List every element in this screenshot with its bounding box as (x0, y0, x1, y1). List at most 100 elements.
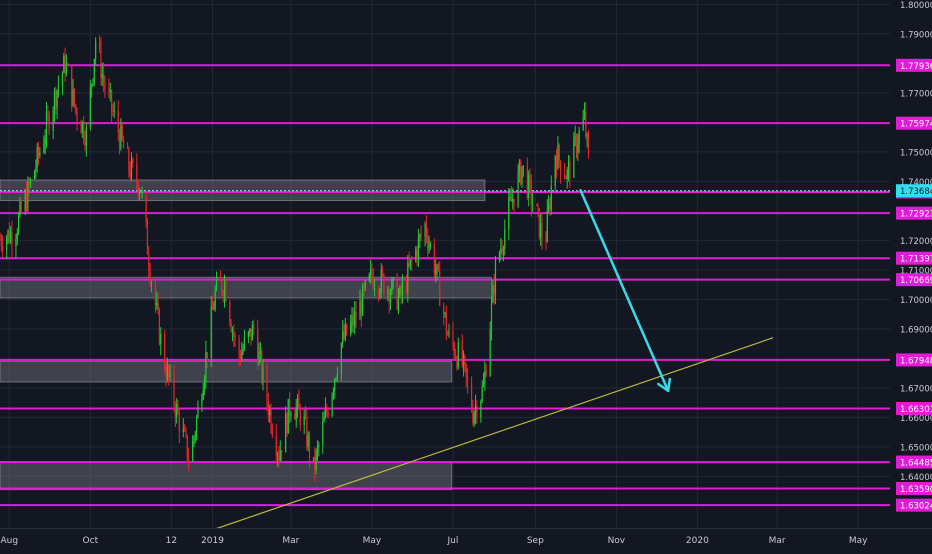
candle-body (140, 192, 142, 194)
candle-up (287, 398, 289, 434)
candle-down (165, 359, 167, 387)
price-axis[interactable]: 1.80000 1.79000 1.77000 1.75000 1.74000 1.720… (890, 0, 932, 550)
candle-body (351, 315, 353, 323)
candle-body (344, 324, 346, 339)
candle-up (474, 394, 477, 425)
candle-body (316, 446, 319, 452)
candle-up (182, 418, 184, 438)
candle-body (537, 205, 539, 209)
candle-body (492, 284, 494, 303)
candle-body (445, 312, 447, 334)
candle-body (100, 48, 102, 78)
candle-down (234, 332, 236, 347)
candle-body (504, 229, 506, 249)
candle-down (427, 228, 429, 260)
candle-body (37, 146, 40, 156)
time-tick-label: May (363, 536, 382, 546)
candle-up (473, 410, 475, 428)
candle-body (137, 182, 139, 195)
candle-body (36, 146, 38, 168)
candle-down (157, 293, 159, 315)
candle-body (526, 165, 528, 198)
candle-down (76, 107, 78, 131)
candle-body (573, 137, 575, 178)
candle-body (129, 169, 131, 177)
candle-down (238, 335, 240, 367)
candle-up (557, 135, 559, 170)
candle-down (464, 354, 466, 373)
candle-body (145, 191, 147, 223)
candle-body (370, 269, 372, 274)
candle-down (472, 399, 474, 426)
candle-body (538, 208, 540, 238)
time-tick-label: 12 (166, 536, 177, 546)
candle-body (8, 230, 10, 243)
candle-body (28, 181, 30, 186)
candle-body (489, 329, 491, 376)
candle-body (314, 457, 316, 471)
candle-body (389, 293, 392, 303)
time-axis[interactable]: Aug Oct 12 2019 Mar May Jul Sep Nov 2020 Mar May (0, 528, 932, 550)
candle-up (550, 175, 552, 216)
candle-up (577, 133, 579, 161)
candle-up (56, 89, 58, 120)
candle-down (174, 401, 176, 428)
candle-body (500, 248, 502, 254)
candle-down (569, 155, 571, 189)
candle-down (411, 255, 413, 272)
candle-body (399, 286, 401, 296)
candle-up (578, 127, 580, 154)
candle-body (222, 292, 224, 297)
candle-down (346, 323, 348, 336)
candle-up (214, 285, 216, 312)
candle-body (334, 379, 336, 391)
candle-up (192, 435, 194, 462)
candle-up (362, 282, 364, 317)
candle-down (381, 265, 384, 278)
candle-body (575, 136, 578, 153)
candle-body (392, 278, 394, 280)
candle-body (532, 204, 534, 206)
candle-up (210, 296, 212, 367)
candle-body (444, 312, 446, 315)
candle-up (203, 374, 206, 396)
candle-body (415, 249, 417, 261)
candle-up (277, 451, 279, 467)
candle-down (493, 274, 495, 306)
candle-down (37, 141, 40, 166)
candle-body (549, 203, 551, 210)
candle-up (138, 187, 141, 201)
candle-body (498, 253, 501, 261)
candle-down (206, 352, 208, 368)
candle-body (160, 334, 162, 345)
level-price-tag: 1.63590 (896, 481, 932, 495)
level-price-tag-bg (896, 251, 932, 265)
candle-body (44, 138, 46, 145)
level-price-tag: 1.72923 (896, 206, 932, 220)
candle-down (126, 142, 129, 150)
candle-body (214, 289, 216, 309)
candle-body (7, 230, 9, 239)
candle-up (354, 300, 356, 335)
candle-body (65, 64, 68, 74)
candle-body (61, 72, 64, 86)
candle-body (427, 237, 429, 249)
level-price-tag: 1.67948 (896, 353, 932, 367)
candle-body (231, 330, 234, 332)
level-price-tag-bg (896, 116, 932, 130)
candle-body (284, 414, 287, 453)
candle-body (194, 433, 196, 438)
candle-body (270, 408, 272, 430)
candle-down (286, 411, 288, 438)
candle-body (541, 223, 543, 241)
candle-down (470, 376, 473, 413)
candle-down (476, 400, 478, 424)
candle-down (99, 35, 101, 54)
candle-up (380, 263, 382, 298)
candle-body (377, 288, 380, 295)
candle-body (71, 65, 73, 106)
candle-body (453, 344, 455, 357)
candle-down (146, 218, 149, 255)
candle-body (91, 84, 93, 88)
candle-up (35, 159, 37, 179)
